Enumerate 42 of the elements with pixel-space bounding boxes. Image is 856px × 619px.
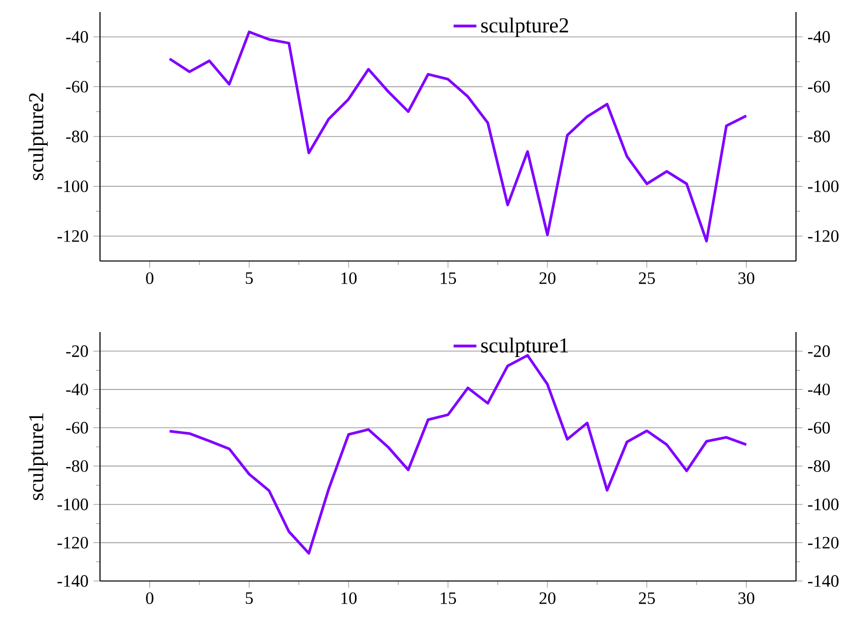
y2-tick-label: -120 — [808, 536, 839, 549]
y-tick-label: -140 — [58, 575, 88, 587]
y-tick-label: -40 — [66, 31, 88, 43]
legend-label: sculpture2 — [481, 18, 568, 37]
x-tick-label: 0 — [146, 592, 154, 604]
y2-tick-label: -140 — [808, 575, 839, 587]
y2-tick-label: -60 — [808, 80, 830, 93]
y-tick-label: -20 — [66, 345, 88, 357]
y-tick-label: -80 — [66, 460, 88, 472]
x-tick-label: 5 — [246, 592, 253, 604]
y-tick-label: -100 — [58, 498, 88, 510]
x-tick-label: 25 — [638, 272, 655, 284]
y-axis-title: sculpture1 — [28, 413, 48, 500]
y2-tick-label: -100 — [808, 180, 839, 192]
y-axis-title: sculpture2 — [28, 93, 48, 180]
x-tick-label: 15 — [440, 592, 456, 604]
x-tick-label: 20 — [540, 272, 556, 284]
y2-tick-label: -40 — [808, 31, 830, 43]
x-tick-label: 30 — [738, 272, 754, 284]
x-tick-label: 10 — [341, 592, 357, 604]
legend-label: sculpture1 — [481, 338, 568, 357]
y-tick-label: -60 — [66, 80, 88, 93]
y2-tick-label: -20 — [808, 345, 830, 357]
y-tick-label: -120 — [58, 536, 88, 549]
y2-tick-label: -100 — [808, 498, 839, 510]
y2-tick-label: -80 — [808, 130, 830, 142]
y-tick-label: -40 — [66, 384, 88, 396]
y-tick-label: -80 — [66, 130, 88, 142]
x-tick-label: 15 — [440, 272, 456, 284]
y2-tick-label: -80 — [808, 460, 830, 472]
y-tick-label: -120 — [58, 230, 88, 242]
x-tick-label: 10 — [341, 272, 357, 284]
y-tick-label: -100 — [58, 180, 88, 192]
y-tick-label: -60 — [66, 422, 88, 434]
y2-tick-label: -120 — [808, 230, 839, 242]
y2-tick-label: -60 — [808, 422, 830, 434]
x-tick-label: 0 — [146, 272, 154, 284]
x-tick-label: 25 — [638, 592, 655, 604]
x-tick-label: 20 — [540, 592, 556, 604]
x-tick-label: 5 — [246, 272, 253, 284]
y2-tick-label: -40 — [808, 384, 830, 396]
x-tick-label: 30 — [738, 592, 754, 604]
